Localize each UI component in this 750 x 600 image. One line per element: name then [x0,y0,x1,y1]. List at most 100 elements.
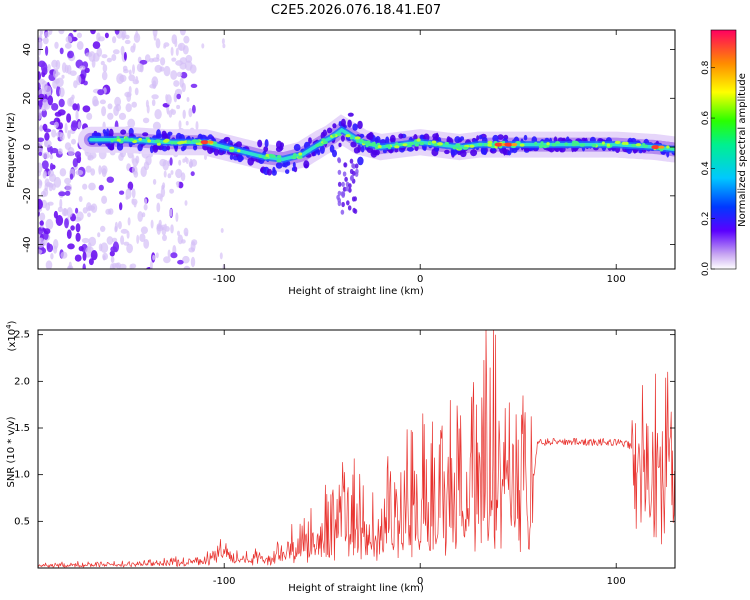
spectrogram-ridge-core [437,142,443,146]
spectrogram-ridge-dot [444,149,450,155]
spectrogram-y-tick-label: 40 [22,43,33,56]
spectrogram-noise-blob [120,235,125,245]
spectrogram-ridge-dot [470,149,478,157]
spectrogram-faint-blob [174,39,178,48]
spectrogram-noise-blob [65,183,72,193]
spectrogram-noise-blob [143,239,150,249]
spectrogram-ridge-dot [319,145,325,154]
spectrogram-noise-blob [181,82,186,93]
spectrogram-noise-blob [59,198,63,209]
spectrogram-noise-blob [163,256,171,264]
spectrogram-noise-blob [51,129,57,138]
spectrogram-faint-blob [163,170,167,178]
spectrogram-spike-dot [355,168,359,175]
spectrogram-noise-blob [110,256,115,263]
spectrogram-noise-blob [38,39,43,50]
spectrogram-ridge-core [322,140,328,145]
spectrogram-faint-blob [201,43,205,49]
spectrogram-noise-blob [167,173,172,179]
spectrogram-noise-blob [143,203,148,211]
spectrogram-noise-blob [61,208,69,217]
spectrogram-faint-blob [186,97,190,102]
spectrogram-noise-blob [50,253,54,260]
spectrogram-noise-blob [154,109,162,120]
spectrogram-noise-blob [67,243,75,250]
spectrogram-spike-dot [346,200,350,206]
spectrogram-ridge-core [614,140,621,144]
spectrogram-noise-blob [90,250,98,261]
spectrogram-noise-blob [169,157,173,166]
spectrogram-noise-blob [180,71,188,79]
spectrogram-noise-blob [88,258,94,266]
spectrogram-noise-blob [64,42,72,49]
spectrogram-noise-blob [38,237,45,248]
spectrogram-noise-blob [100,242,109,253]
spectrogram-ridge-core [490,145,496,149]
spectrogram-noise-blob [43,228,51,235]
spectrogram-noise-blob [38,151,43,156]
spectrogram-faint-blob [155,252,159,259]
spectrogram-noise-blob [100,225,106,232]
spectrogram-noise-blob [106,176,115,183]
spectrogram-noise-blob [126,243,133,254]
spectrogram-ridge-core [370,143,377,147]
spectrogram-noise-blob [51,103,59,111]
spectrogram-noise-blob [51,59,58,68]
spectrogram-noise-blob [134,87,139,96]
spectrogram-faint-blob [128,69,132,76]
spectrogram-noise-blob [73,30,77,33]
spectrogram-noise-blob [54,41,59,49]
spectrogram-faint-blob [221,38,225,45]
spectrogram-ridge-core [177,141,183,145]
spectrogram-noise-blob [45,45,49,56]
spectrogram-faint-blob [184,200,188,206]
spectrogram-noise-blob [188,107,193,118]
spectrogram-noise-blob [75,223,81,233]
spectrogram-noise-blob [75,109,79,121]
spectrogram-ridge-core [452,146,457,150]
spectrogram-ridge-core [414,143,419,147]
spectrogram-ridge-dot [167,131,173,136]
spectrogram-noise-blob [107,103,113,110]
spectrogram-faint-blob [195,121,199,131]
spectrogram-faint-blob [185,157,189,164]
spectrogram-faint-blob [170,170,174,175]
spectrogram-ridge-dot [340,118,346,128]
spectrogram-noise-blob [101,71,108,81]
spectrogram-noise-blob [75,169,84,176]
spectrogram-ridge-core [332,133,336,137]
spectrogram-noise-blob [82,263,86,269]
spectrogram-noise-blob [190,256,196,268]
spectrogram-ridge-core [564,142,568,146]
spectrogram-spike-dot [341,201,345,208]
spectrogram-ridge-dot [347,112,354,117]
colorbar-ticks: 0.0 0.2 0.4 0.6 0.8 [701,60,715,276]
spectrogram-ridge-core [345,134,351,138]
spectrogram-noise-blob [111,54,117,61]
spectrogram-noise-blob [190,171,195,177]
spectrogram-noise-blob [92,95,99,107]
spectrogram-noise-blob [49,154,54,160]
spectrogram-noise-blob [127,118,136,129]
spectrogram-ridge-core [444,141,449,146]
snr-x-tick-label: 100 [607,576,626,587]
spectrogram-noise-blob [152,121,161,131]
spectrogram-ridge-dot [492,134,499,143]
spectrogram-noise-blob [182,255,190,264]
spectrogram-faint-blob [169,208,173,217]
spectrogram-ridge-core [635,143,642,147]
spectrogram-noise-blob [40,190,47,198]
spectrogram-ridge-core [138,137,142,141]
spectrogram-y-ticks: -40 -20 0 20 40 [22,43,675,253]
spectrogram-noise-blob [85,165,92,173]
spectrogram-ridge-dot [229,154,234,160]
spectrogram-ridge-core [154,139,161,144]
spectrogram-ridge-dot [454,136,461,144]
spectrogram-ridge-core [170,141,175,145]
spectrogram-faint-blob [178,159,182,166]
snr-frame [37,329,676,569]
spectrogram-ridge-dot [161,145,168,152]
snr-series-line [38,330,675,568]
spectrogram-noise-blob [120,228,129,234]
spectrogram-faint-blob [152,254,156,261]
